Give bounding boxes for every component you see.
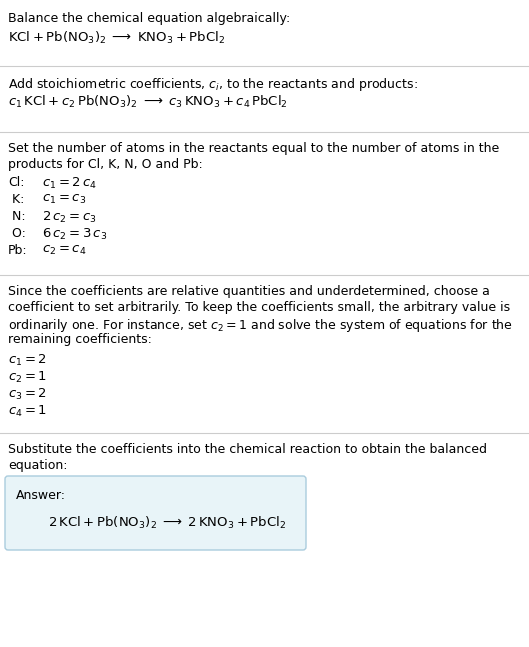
Text: Add stoichiometric coefficients, $c_i$, to the reactants and products:: Add stoichiometric coefficients, $c_i$, …: [8, 76, 418, 93]
Text: $c_1\,\mathrm{KCl} + c_2\,\mathrm{Pb(NO_3)_2} \;\longrightarrow\; c_3\,\mathrm{K: $c_1\,\mathrm{KCl} + c_2\,\mathrm{Pb(NO_…: [8, 94, 288, 110]
Text: $c_1 = c_3$: $c_1 = c_3$: [42, 193, 86, 206]
Text: products for Cl, K, N, O and Pb:: products for Cl, K, N, O and Pb:: [8, 158, 203, 171]
Text: Pb:: Pb:: [8, 244, 28, 257]
Text: Substitute the coefficients into the chemical reaction to obtain the balanced: Substitute the coefficients into the che…: [8, 443, 487, 456]
Text: $6\,c_2 = 3\,c_3$: $6\,c_2 = 3\,c_3$: [42, 227, 107, 242]
Text: coefficient to set arbitrarily. To keep the coefficients small, the arbitrary va: coefficient to set arbitrarily. To keep …: [8, 301, 510, 314]
Text: $2\,\mathrm{KCl + Pb(NO_3)_2 \;\longrightarrow\; 2\,KNO_3 + PbCl_2}$: $2\,\mathrm{KCl + Pb(NO_3)_2 \;\longrigh…: [48, 515, 286, 531]
Text: $c_2 = c_4$: $c_2 = c_4$: [42, 244, 86, 257]
Text: N:: N:: [8, 210, 25, 223]
Text: Set the number of atoms in the reactants equal to the number of atoms in the: Set the number of atoms in the reactants…: [8, 142, 499, 155]
Text: Since the coefficients are relative quantities and underdetermined, choose a: Since the coefficients are relative quan…: [8, 285, 490, 298]
Text: equation:: equation:: [8, 459, 68, 472]
Text: $c_4 = 1$: $c_4 = 1$: [8, 404, 47, 419]
Text: ordinarily one. For instance, set $c_2 = 1$ and solve the system of equations fo: ordinarily one. For instance, set $c_2 =…: [8, 317, 513, 334]
Text: $2\,c_2 = c_3$: $2\,c_2 = c_3$: [42, 210, 97, 225]
Text: Balance the chemical equation algebraically:: Balance the chemical equation algebraica…: [8, 12, 290, 25]
Text: $\mathrm{KCl + Pb(NO_3)_2 \;\longrightarrow\; KNO_3 + PbCl_2}$: $\mathrm{KCl + Pb(NO_3)_2 \;\longrightar…: [8, 30, 225, 46]
Text: remaining coefficients:: remaining coefficients:: [8, 333, 152, 346]
FancyBboxPatch shape: [5, 476, 306, 550]
Text: K:: K:: [8, 193, 24, 206]
Text: $c_1 = 2$: $c_1 = 2$: [8, 353, 47, 368]
Text: Cl:: Cl:: [8, 176, 24, 189]
Text: $c_3 = 2$: $c_3 = 2$: [8, 387, 47, 402]
Text: O:: O:: [8, 227, 26, 240]
Text: Answer:: Answer:: [16, 489, 66, 502]
Text: $c_1 = 2\,c_4$: $c_1 = 2\,c_4$: [42, 176, 97, 191]
Text: $c_2 = 1$: $c_2 = 1$: [8, 370, 47, 385]
